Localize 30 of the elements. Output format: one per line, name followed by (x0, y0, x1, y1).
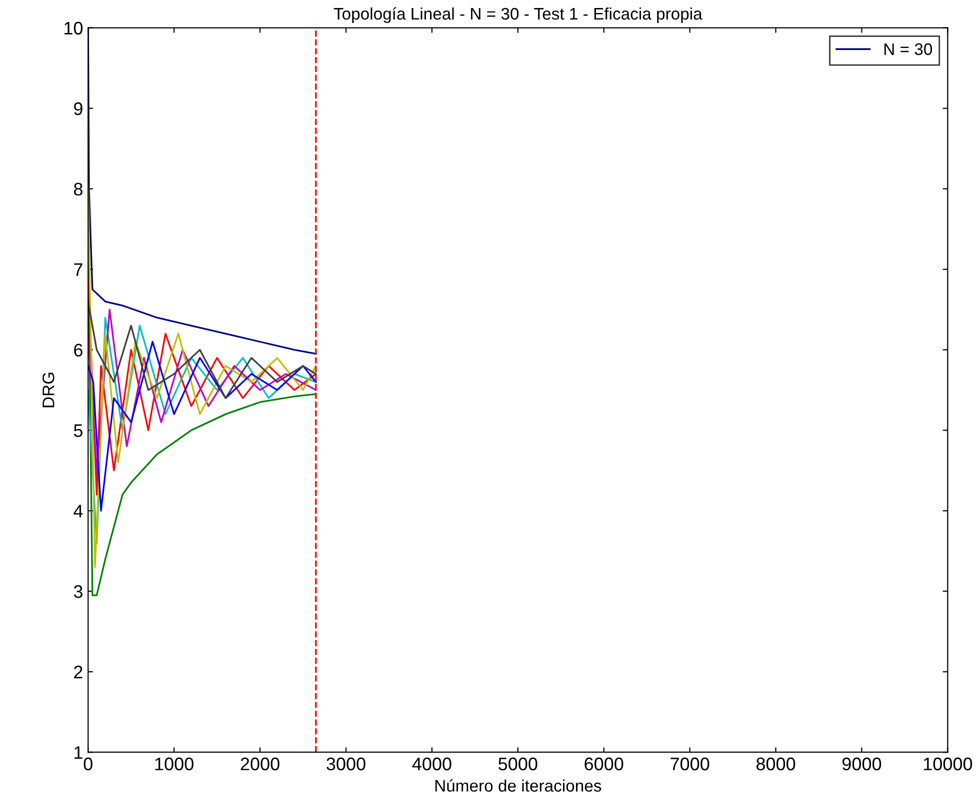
x-tick-label: 7000 (670, 758, 710, 770)
y-tick-label: 8 (74, 182, 82, 196)
y-tick-label: 3 (74, 585, 82, 598)
x-tick-label: 3000 (326, 758, 366, 770)
x-tick-label: 9000 (842, 758, 882, 770)
x-axis-title: Número de iteraciones (435, 779, 602, 792)
y-tick-label: 2 (74, 666, 82, 678)
line-series (88, 340, 317, 512)
y-tick-label: 4 (74, 504, 83, 518)
y-tick-label: 7 (74, 263, 82, 276)
legend-label: N = 30 (884, 43, 932, 56)
chart-title: Topología Lineal - N = 30 - Test 1 - Eficacia propia (334, 7, 702, 23)
x-tick-label: 2000 (240, 758, 280, 770)
x-tick-label: 10000 (924, 758, 972, 770)
x-tick-label: 0 (84, 758, 92, 770)
x-tick-label: 4000 (412, 758, 452, 770)
y-tick-label: 9 (74, 102, 82, 116)
y-tick-label: 6 (74, 344, 82, 357)
y-axis-title: DRG (42, 372, 54, 408)
line-series (88, 308, 317, 472)
x-tick-label: 8000 (756, 758, 796, 770)
y-tick-label: 5 (74, 424, 82, 437)
line-series (88, 300, 317, 399)
y-tick-label: 1 (74, 746, 82, 759)
line-series (88, 188, 317, 568)
x-tick-label: 6000 (584, 758, 624, 770)
x-tick-label: 1000 (155, 758, 194, 770)
x-tick-label: 5000 (498, 758, 538, 770)
line-series (88, 28, 317, 355)
y-tick-label: 10 (64, 22, 83, 35)
